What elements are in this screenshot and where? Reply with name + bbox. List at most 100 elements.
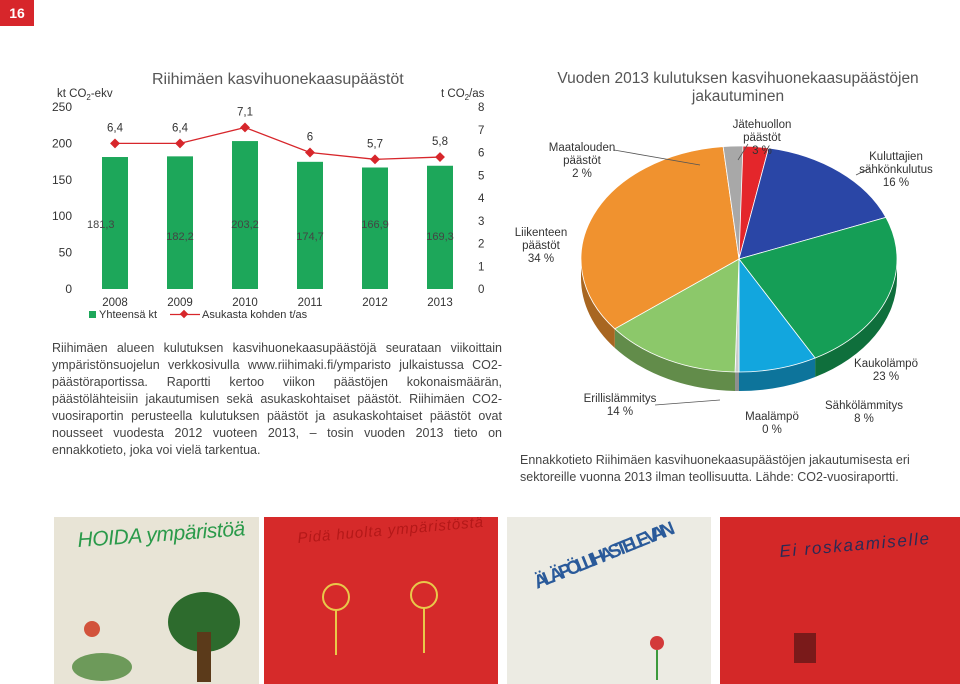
right-axis-tick: 3: [478, 216, 484, 228]
pie-slice-label: 2 %: [572, 168, 592, 180]
flower: [650, 636, 664, 650]
right-axis-tick: 0: [478, 284, 484, 296]
x-tick-label: 2013: [427, 297, 453, 309]
bar-value-label: 181,3: [87, 219, 115, 231]
pie-chart-caption: Ennakkotieto Riihimäen kasvihuonekaasupä…: [520, 453, 910, 484]
right-axis-label: t CO2/as: [441, 88, 485, 102]
pie-slice-label: Maalämpö: [745, 411, 799, 423]
x-tick-label: 2009: [167, 297, 193, 309]
per-capita-point: [110, 138, 120, 149]
bar-chart-title: Riihimäen kasvihuonekaasupäästöt: [152, 71, 404, 88]
drawing-paper: [507, 517, 711, 684]
pie-slice-label: Kuluttajien: [869, 151, 923, 163]
left-axis-label: kt CO2-ekv: [57, 88, 113, 102]
per-capita-point: [435, 152, 445, 162]
pie-slice-side: [581, 259, 615, 348]
drawing-paper: [720, 517, 960, 684]
tree-crown: [168, 592, 240, 652]
per-capita-point: [305, 147, 315, 158]
per-capita-point: [175, 138, 185, 149]
right-axis-tick: 2: [478, 239, 484, 251]
per-capita-point: [370, 154, 380, 165]
per-capita-line: [115, 126, 441, 160]
bar-2008: [102, 157, 128, 289]
per-capita-value-label: 5,7: [367, 138, 383, 150]
right-axis-tick: 5: [478, 170, 484, 182]
pie-slice-label: päästöt: [563, 155, 602, 167]
x-tick-label: 2010: [232, 297, 258, 309]
bar-2013: [427, 165, 453, 289]
children-drawing-photo-3: ÄLÄ PÖLLI IHASTELE VAIN: [507, 517, 711, 684]
pie-slice-side: [815, 259, 897, 378]
bar-legend: Yhteensä kt Asukasta kohden t/as: [89, 309, 308, 321]
pie-slice-side: [735, 371, 739, 391]
legend-label-total: Yhteensä kt: [99, 309, 157, 321]
pie-title-line-2: jakautuminen: [691, 88, 784, 105]
pie-slice-label: Sähkölämmitys: [825, 400, 903, 412]
x-tick-label: 2011: [298, 297, 323, 309]
pie-slice-label: päästöt: [743, 132, 782, 144]
per-capita-value-label: 6,4: [107, 122, 124, 134]
pie-slice-label: Erillislämmitys: [584, 393, 657, 405]
pie-slice-label: 23 %: [873, 371, 899, 383]
pie-slice-label: päästöt: [522, 240, 561, 252]
bar-2012: [362, 167, 388, 289]
children-drawing-photo-2: Pidä huolta ympäristöstä: [264, 517, 498, 684]
right-axis-tick: 7: [478, 125, 484, 137]
bush: [72, 653, 132, 681]
bar-value-label: 166,9: [361, 219, 389, 231]
left-axis-tick: 0: [65, 282, 72, 296]
pie-slice-label: sähkönkulutus: [859, 164, 933, 176]
right-axis-tick: 1: [478, 261, 484, 273]
emissions-pie-chart: Vuoden 2013 kulutuksen kasvihuonekaasupä…: [515, 70, 933, 436]
per-capita-value-label: 6,4: [172, 122, 189, 134]
article-body-text: Riihimäen alueen kulutuksen kasvihuoneka…: [52, 341, 502, 457]
per-capita-value-label: 7,1: [237, 106, 253, 118]
pie-leader-line: [613, 149, 701, 166]
bar-2011: [297, 161, 323, 289]
legend-marker-per-capita: [179, 309, 189, 319]
per-capita-value-label: 6: [307, 132, 313, 144]
flower: [84, 621, 100, 637]
left-axis-tick: 150: [52, 173, 72, 187]
x-tick-label: 2012: [362, 297, 388, 309]
left-axis-tick: 100: [52, 209, 72, 223]
pie-slice: [738, 216, 898, 359]
pie-slice: [738, 147, 887, 260]
pie-slice: [580, 146, 740, 330]
pie-slice: [614, 258, 740, 373]
bar-value-label: 174,7: [296, 231, 324, 243]
pie-leader-line: [737, 143, 749, 161]
pie-slice-label: 16 %: [883, 177, 909, 189]
drawing-paper: [264, 517, 498, 684]
pie-slice-label: Liikenteen: [515, 227, 567, 239]
left-axis-tick: 250: [52, 100, 72, 114]
right-axis-tick: 8: [478, 102, 484, 114]
bar-2009: [167, 156, 193, 289]
trash-bin: [794, 633, 816, 663]
bar-value-label: 182,2: [166, 231, 194, 243]
legend-swatch-total: [89, 311, 96, 318]
pie-slice-label: Kaukolämpö: [854, 358, 918, 370]
bar-value-label: 203,2: [231, 219, 259, 231]
children-drawing-photo-4: Ei roskaamiselle: [720, 517, 960, 684]
pie-slice-side: [739, 358, 816, 391]
pie-slice-label: 0 %: [762, 424, 782, 436]
bar-value-label: 169,3: [426, 231, 454, 243]
pie-slice-label: 8 %: [854, 413, 874, 425]
tree-trunk: [197, 632, 211, 682]
pie-slice-side: [614, 328, 736, 391]
page-number: 16: [0, 0, 34, 26]
emissions-bar-chart: Riihimäen kasvihuonekaasupäästöt kt CO2-…: [52, 71, 485, 321]
x-tick-label: 2008: [102, 297, 128, 309]
children-drawing-photo-1: HOIDA ympäristöä: [54, 517, 259, 684]
pie-slice: [722, 145, 744, 260]
pie-slice-label: 34 %: [528, 253, 554, 265]
bar-2010: [232, 141, 258, 289]
right-axis-tick: 6: [478, 148, 484, 160]
pie-slice-label: 14 %: [607, 406, 633, 418]
pie-leader-line: [654, 399, 721, 406]
pie-slice-label: 3 %: [752, 145, 772, 157]
per-capita-point: [240, 122, 250, 133]
